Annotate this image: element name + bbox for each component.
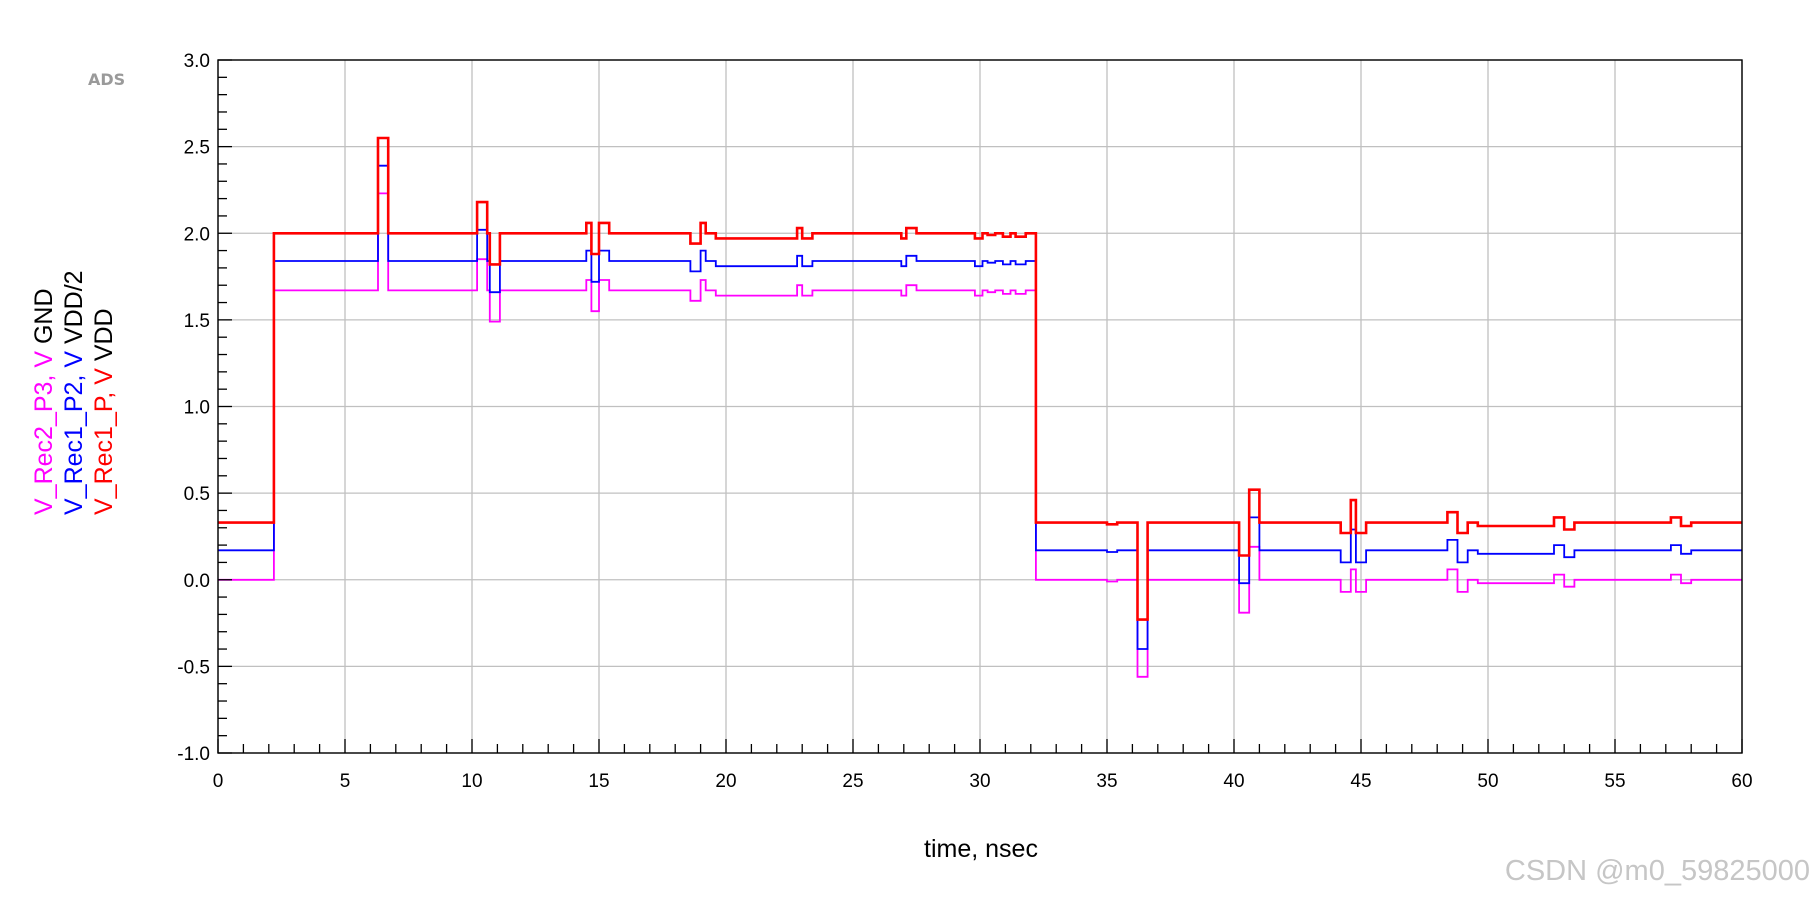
y-axis-title-ref: GND (30, 289, 58, 352)
series-line-v-rec2-p3 (218, 192, 1742, 678)
y-tick-label: -1.0 (177, 744, 210, 765)
y-axis-title-ref: VDD (90, 308, 118, 368)
x-tick-labels: 0 5 10 15 20 25 30 35 40 45 50 55 60 (213, 771, 1753, 792)
y-tick-label: 0.0 (184, 571, 210, 592)
y-axis-title-line-3: V_Rec1_P, V VDD (90, 308, 118, 515)
x-tick-label: 10 (461, 771, 482, 792)
series-line-v-rec1-p (218, 136, 1742, 621)
x-tick-label: 50 (1477, 771, 1498, 792)
csdn-watermark: CSDN @m0_59825000 (1505, 855, 1810, 887)
y-tick-label: 1.5 (184, 311, 210, 332)
x-tick-label: 20 (715, 771, 736, 792)
series-lines (218, 136, 1742, 678)
x-tick-label: 30 (969, 771, 990, 792)
x-tick-label: 5 (340, 771, 351, 792)
series-line-v-rec1-p2 (218, 164, 1742, 650)
x-tick-label: 55 (1604, 771, 1625, 792)
y-tick-label: 2.5 (184, 138, 210, 159)
minor-ticks (217, 59, 1743, 754)
x-tick-label: 45 (1350, 771, 1371, 792)
x-tick-label: 60 (1731, 771, 1752, 792)
y-tick-labels: -1.0 -0.5 0.0 0.5 1.0 1.5 2.0 2.5 3.0 (177, 51, 210, 765)
y-axis-title-series: V_Rec1_P, V (90, 368, 118, 515)
y-tick-label: 1.0 (184, 398, 210, 419)
y-axis-title-ref: VDD/2 (60, 270, 88, 351)
x-axis-title: time, nsec (924, 835, 1038, 863)
y-tick-label: -0.5 (177, 657, 210, 678)
y-axis-title-line-1: V_Rec2_P3, V GND (30, 289, 58, 516)
x-tick-label: 0 (213, 771, 224, 792)
x-tick-label: 25 (842, 771, 863, 792)
ads-brand-label: ADS (88, 70, 125, 89)
y-axis-title-series: V_Rec2_P3, V (30, 351, 58, 515)
y-axis-title-series: V_Rec1_P2, V (60, 351, 88, 515)
y-tick-label: 3.0 (184, 51, 210, 72)
y-axis-titles: V_Rec2_P3, V GND V_Rec1_P2, V VDD/2 V_Re… (30, 270, 118, 515)
y-tick-label: 0.5 (184, 484, 210, 505)
x-tick-label: 40 (1223, 771, 1244, 792)
x-tick-label: 35 (1096, 771, 1117, 792)
y-tick-label: 2.0 (184, 224, 210, 245)
y-axis-title-line-2: V_Rec1_P2, V VDD/2 (60, 270, 88, 515)
x-tick-label: 15 (588, 771, 609, 792)
